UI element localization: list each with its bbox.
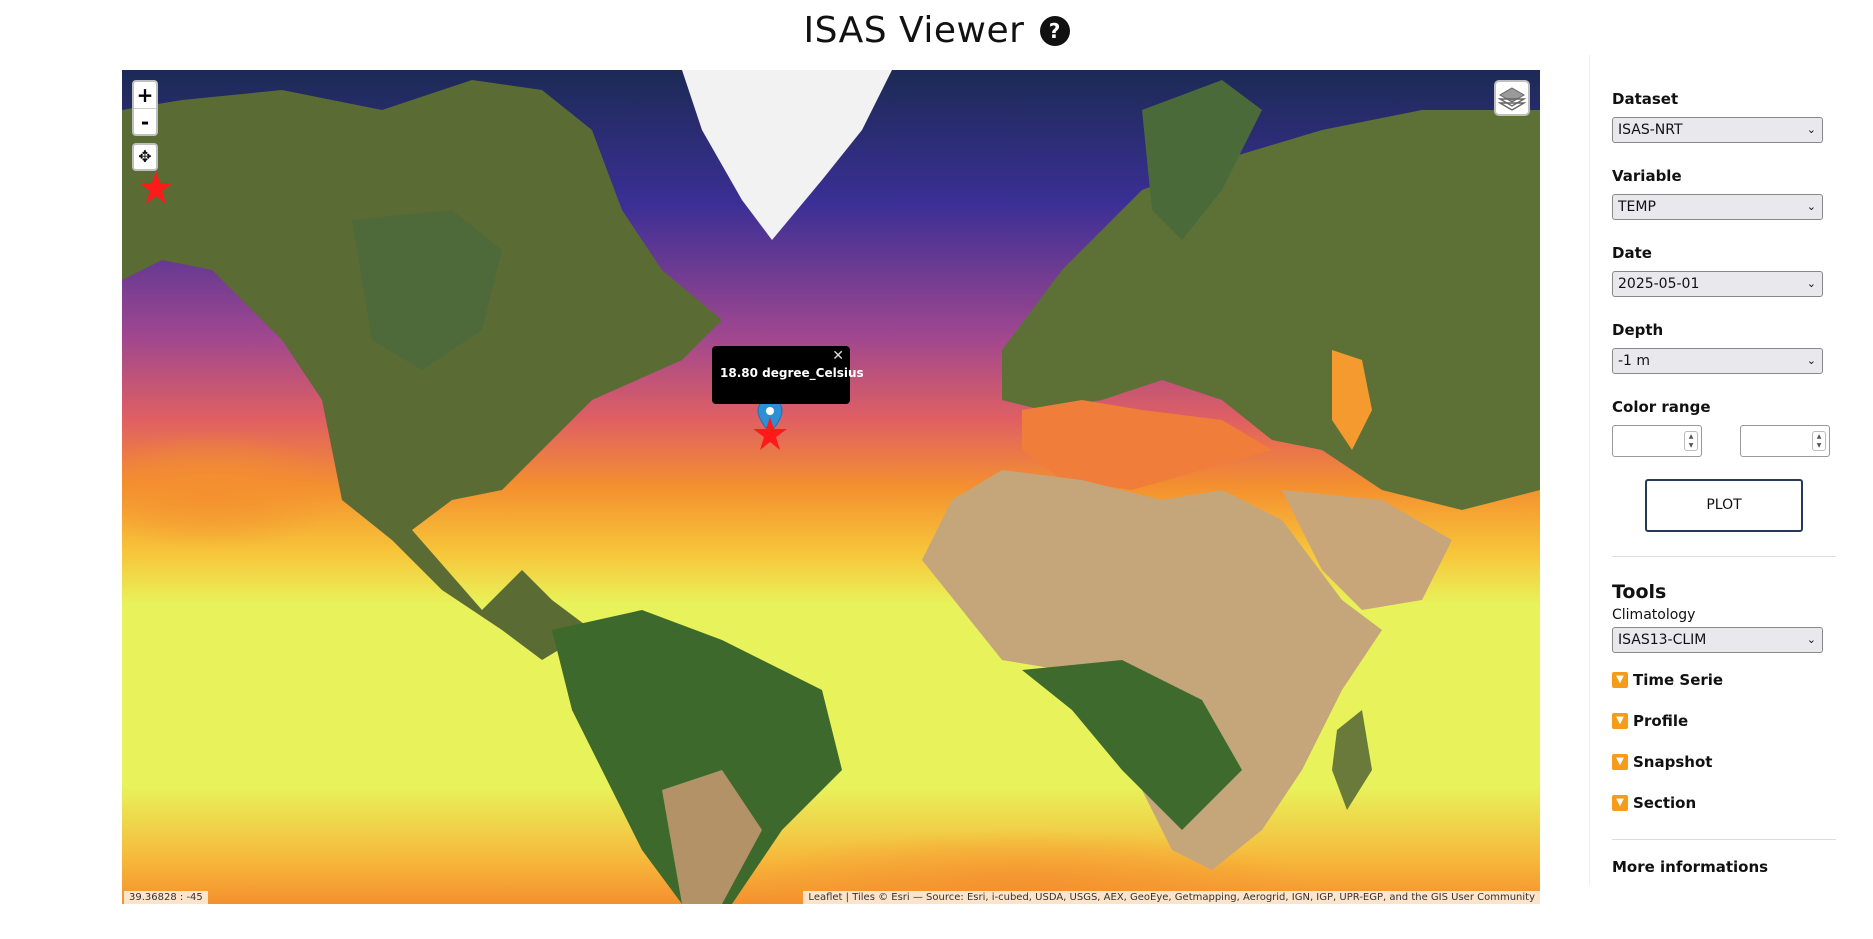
chevron-down-icon: ⌄ [1806,123,1816,136]
tool-label: Time Serie [1633,671,1724,689]
variable-select[interactable]: TEMP ⌄ [1612,194,1823,220]
spinner-icon[interactable]: ▲ ▼ [1812,431,1826,451]
color-range-row: ▲ ▼ ▲ ▼ [1612,425,1837,457]
chevron-down-icon: ⌄ [1806,633,1816,646]
dropdown-arrow-icon: ▼ [1612,713,1628,729]
layers-icon[interactable] [1494,80,1530,116]
coordinate-readout: 39.36828 : -45 [124,891,208,904]
chevron-down-icon: ⌄ [1806,200,1816,213]
chevron-down-icon: ⌄ [1806,354,1816,367]
tool-time-serie[interactable]: ▼ Time Serie [1612,671,1837,712]
map-view[interactable]: + - ✥ ✕ 18.80 degree_Celsius 39.36828 : … [122,70,1540,904]
zoom-out-button[interactable]: - [134,108,156,134]
tool-profile[interactable]: ▼ Profile [1612,712,1837,753]
divider [1612,556,1836,557]
title-bar: ISAS Viewer ? [0,0,1873,62]
dropdown-arrow-icon: ▼ [1612,672,1628,688]
color-range-min-input[interactable]: ▲ ▼ [1612,425,1702,457]
map-basemap [122,70,1540,904]
more-info-link[interactable]: More informations [1612,858,1769,876]
tool-label: Snapshot [1633,753,1713,771]
depth-value: -1 m [1618,353,1651,369]
star-icon[interactable] [752,416,788,452]
dropdown-arrow-icon: ▼ [1612,754,1628,770]
date-label: Date [1612,244,1652,262]
date-value: 2025-05-01 [1618,276,1700,292]
variable-value: TEMP [1618,199,1656,215]
panel-divider [1589,55,1590,885]
popup-text: 18.80 degree_Celsius [720,366,864,380]
dataset-value: ISAS-NRT [1618,122,1683,138]
color-range-max-input[interactable]: ▲ ▼ [1740,425,1830,457]
question-circle-icon[interactable]: ? [1039,15,1070,46]
climatology-select[interactable]: ISAS13-CLIM ⌄ [1612,627,1823,653]
spinner-icon[interactable]: ▲ ▼ [1684,431,1698,451]
depth-select[interactable]: -1 m ⌄ [1612,348,1823,374]
dataset-select[interactable]: ISAS-NRT ⌄ [1612,117,1823,143]
page-title: ISAS Viewer [803,10,1025,51]
plot-button[interactable]: PLOT [1645,479,1803,532]
tools-title: Tools [1612,581,1667,603]
climatology-label: Climatology [1612,607,1696,623]
date-select[interactable]: 2025-05-01 ⌄ [1612,271,1823,297]
chevron-down-icon: ⌄ [1806,277,1816,290]
dataset-label: Dataset [1612,90,1679,108]
variable-label: Variable [1612,167,1682,185]
star-icon[interactable] [138,170,174,206]
map-pin-icon[interactable] [757,398,783,434]
tool-section[interactable]: ▼ Section [1612,794,1837,835]
depth-label: Depth [1612,321,1664,339]
close-icon[interactable]: ✕ [832,348,844,364]
control-panel: Dataset ISAS-NRT ⌄ Variable TEMP ⌄ Date 20… [1612,90,1837,876]
dropdown-arrow-icon: ▼ [1612,795,1628,811]
zoom-in-button[interactable]: + [136,83,154,107]
value-popup: ✕ 18.80 degree_Celsius [712,346,864,404]
tool-label: Section [1633,794,1697,812]
zoom-control: + - [132,80,158,136]
crosshair-icon[interactable]: ✥ [132,143,158,171]
tool-snapshot[interactable]: ▼ Snapshot [1612,753,1837,794]
color-range-label: Color range [1612,398,1711,416]
map-attribution: Leaflet | Tiles © Esri — Source: Esri, i… [803,891,1540,904]
climatology-value: ISAS13-CLIM [1618,632,1707,648]
divider [1612,839,1836,840]
tool-label: Profile [1633,712,1689,730]
